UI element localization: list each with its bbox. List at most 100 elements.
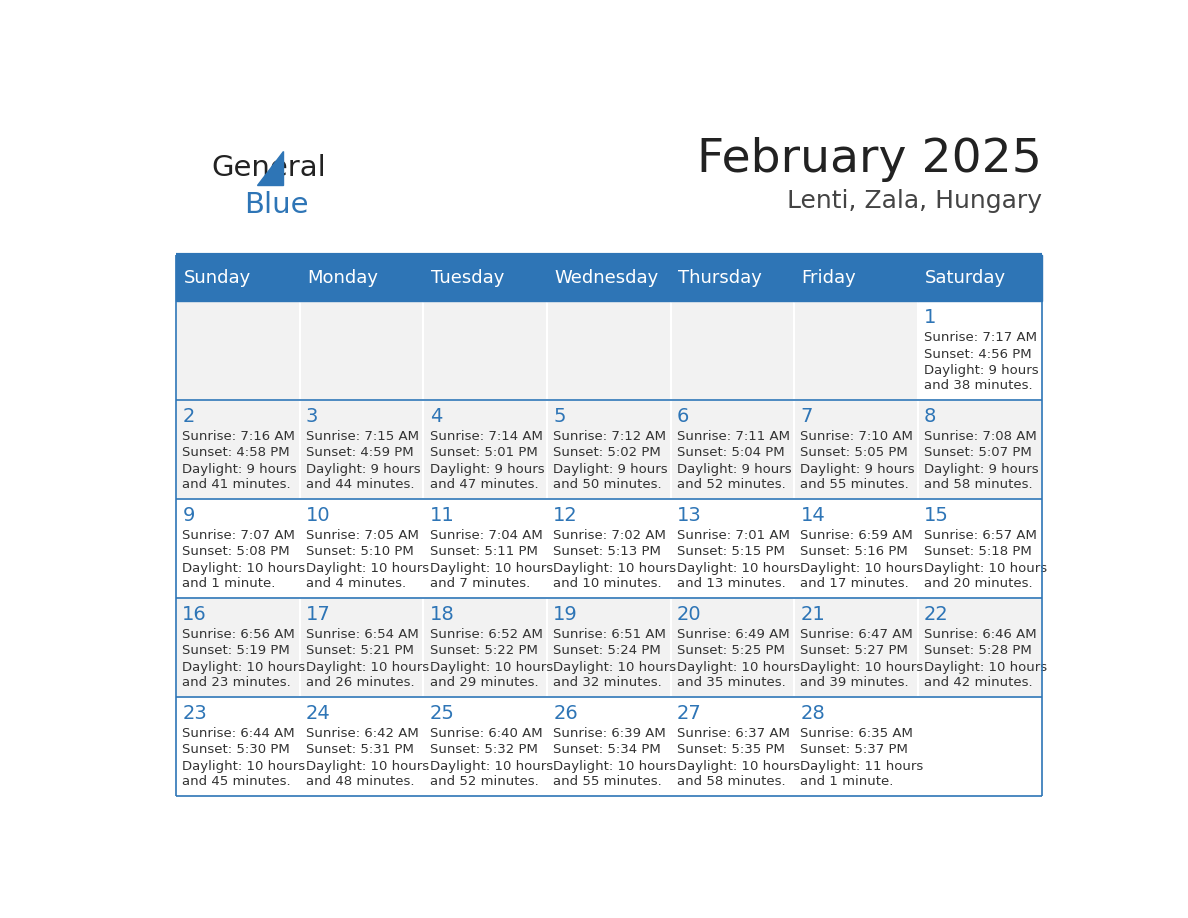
Text: 16: 16 <box>182 605 207 624</box>
FancyBboxPatch shape <box>423 498 546 598</box>
Text: Sunset: 5:32 PM: Sunset: 5:32 PM <box>430 744 537 756</box>
Text: Sunrise: 7:16 AM: Sunrise: 7:16 AM <box>182 430 295 442</box>
Text: Sunrise: 7:12 AM: Sunrise: 7:12 AM <box>554 430 666 442</box>
Text: Sunset: 5:34 PM: Sunset: 5:34 PM <box>554 744 661 756</box>
Text: 22: 22 <box>924 605 949 624</box>
Text: Sunrise: 6:57 AM: Sunrise: 6:57 AM <box>924 529 1037 542</box>
FancyBboxPatch shape <box>546 301 671 400</box>
Text: Daylight: 10 hours
and 10 minutes.: Daylight: 10 hours and 10 minutes. <box>554 562 676 590</box>
Text: 3: 3 <box>307 407 318 426</box>
Text: 24: 24 <box>307 704 330 722</box>
Text: Daylight: 10 hours
and 35 minutes.: Daylight: 10 hours and 35 minutes. <box>677 661 800 689</box>
Text: Sunrise: 6:59 AM: Sunrise: 6:59 AM <box>801 529 914 542</box>
FancyBboxPatch shape <box>671 400 795 498</box>
Text: Sunset: 5:28 PM: Sunset: 5:28 PM <box>924 644 1032 657</box>
Text: Sunset: 5:16 PM: Sunset: 5:16 PM <box>801 545 909 558</box>
Text: Sunset: 4:59 PM: Sunset: 4:59 PM <box>307 446 413 460</box>
Text: 21: 21 <box>801 605 826 624</box>
Text: Sunset: 5:22 PM: Sunset: 5:22 PM <box>430 644 537 657</box>
Text: Daylight: 10 hours
and 23 minutes.: Daylight: 10 hours and 23 minutes. <box>182 661 305 689</box>
Text: Sunrise: 6:39 AM: Sunrise: 6:39 AM <box>554 726 666 740</box>
Text: Sunrise: 6:42 AM: Sunrise: 6:42 AM <box>307 726 418 740</box>
FancyBboxPatch shape <box>299 301 423 400</box>
Text: Sunrise: 7:05 AM: Sunrise: 7:05 AM <box>307 529 419 542</box>
Text: Sunset: 5:15 PM: Sunset: 5:15 PM <box>677 545 785 558</box>
Text: Sunrise: 6:44 AM: Sunrise: 6:44 AM <box>182 726 295 740</box>
Text: Sunrise: 7:10 AM: Sunrise: 7:10 AM <box>801 430 914 442</box>
FancyBboxPatch shape <box>299 697 423 796</box>
FancyBboxPatch shape <box>671 255 795 301</box>
Text: Sunrise: 7:01 AM: Sunrise: 7:01 AM <box>677 529 790 542</box>
Text: 20: 20 <box>677 605 701 624</box>
Text: 27: 27 <box>677 704 702 722</box>
FancyBboxPatch shape <box>299 498 423 598</box>
Text: Sunset: 5:37 PM: Sunset: 5:37 PM <box>801 744 909 756</box>
FancyBboxPatch shape <box>299 598 423 697</box>
Text: Sunset: 5:11 PM: Sunset: 5:11 PM <box>430 545 537 558</box>
Text: 18: 18 <box>430 605 454 624</box>
Text: Daylight: 10 hours
and 7 minutes.: Daylight: 10 hours and 7 minutes. <box>430 562 552 590</box>
Text: Daylight: 9 hours
and 58 minutes.: Daylight: 9 hours and 58 minutes. <box>924 464 1038 491</box>
Text: Daylight: 9 hours
and 38 minutes.: Daylight: 9 hours and 38 minutes. <box>924 364 1038 392</box>
Text: Sunset: 5:07 PM: Sunset: 5:07 PM <box>924 446 1032 460</box>
FancyBboxPatch shape <box>795 301 918 400</box>
FancyBboxPatch shape <box>795 400 918 498</box>
FancyBboxPatch shape <box>671 301 795 400</box>
Text: Sunrise: 6:54 AM: Sunrise: 6:54 AM <box>307 628 418 641</box>
Text: 1: 1 <box>924 308 936 327</box>
FancyBboxPatch shape <box>546 697 671 796</box>
Text: Daylight: 10 hours
and 52 minutes.: Daylight: 10 hours and 52 minutes. <box>430 760 552 789</box>
FancyBboxPatch shape <box>671 697 795 796</box>
Text: 12: 12 <box>554 506 579 525</box>
Text: Sunset: 4:58 PM: Sunset: 4:58 PM <box>182 446 290 460</box>
Text: 14: 14 <box>801 506 826 525</box>
Text: Sunrise: 7:15 AM: Sunrise: 7:15 AM <box>307 430 419 442</box>
FancyBboxPatch shape <box>423 255 546 301</box>
Text: Daylight: 9 hours
and 47 minutes.: Daylight: 9 hours and 47 minutes. <box>430 464 544 491</box>
Text: Thursday: Thursday <box>678 269 762 287</box>
Text: Sunset: 5:10 PM: Sunset: 5:10 PM <box>307 545 413 558</box>
Text: 9: 9 <box>182 506 195 525</box>
Text: 8: 8 <box>924 407 936 426</box>
Text: 11: 11 <box>430 506 454 525</box>
Text: Sunrise: 6:47 AM: Sunrise: 6:47 AM <box>801 628 914 641</box>
FancyBboxPatch shape <box>795 255 918 301</box>
Text: 19: 19 <box>554 605 579 624</box>
Text: Daylight: 9 hours
and 41 minutes.: Daylight: 9 hours and 41 minutes. <box>182 464 297 491</box>
FancyBboxPatch shape <box>176 400 299 498</box>
Text: Sunday: Sunday <box>183 269 251 287</box>
Text: Sunrise: 6:51 AM: Sunrise: 6:51 AM <box>554 628 666 641</box>
FancyBboxPatch shape <box>546 255 671 301</box>
Text: Sunset: 5:24 PM: Sunset: 5:24 PM <box>554 644 661 657</box>
FancyBboxPatch shape <box>546 400 671 498</box>
FancyBboxPatch shape <box>671 498 795 598</box>
Text: Sunset: 5:31 PM: Sunset: 5:31 PM <box>307 744 413 756</box>
Text: Sunset: 4:56 PM: Sunset: 4:56 PM <box>924 348 1031 361</box>
FancyBboxPatch shape <box>176 255 299 301</box>
FancyBboxPatch shape <box>918 301 1042 400</box>
Text: Daylight: 10 hours
and 48 minutes.: Daylight: 10 hours and 48 minutes. <box>307 760 429 789</box>
Text: 10: 10 <box>307 506 330 525</box>
FancyBboxPatch shape <box>423 598 546 697</box>
Text: Sunset: 5:13 PM: Sunset: 5:13 PM <box>554 545 661 558</box>
Text: Daylight: 10 hours
and 58 minutes.: Daylight: 10 hours and 58 minutes. <box>677 760 800 789</box>
Text: Lenti, Zala, Hungary: Lenti, Zala, Hungary <box>786 189 1042 213</box>
Text: Sunrise: 6:40 AM: Sunrise: 6:40 AM <box>430 726 542 740</box>
Text: 4: 4 <box>430 407 442 426</box>
Text: Wednesday: Wednesday <box>555 269 658 287</box>
Text: 28: 28 <box>801 704 826 722</box>
Text: Daylight: 10 hours
and 55 minutes.: Daylight: 10 hours and 55 minutes. <box>554 760 676 789</box>
Text: 25: 25 <box>430 704 455 722</box>
Text: Sunrise: 6:35 AM: Sunrise: 6:35 AM <box>801 726 914 740</box>
Text: Sunrise: 6:49 AM: Sunrise: 6:49 AM <box>677 628 790 641</box>
Text: Sunset: 5:04 PM: Sunset: 5:04 PM <box>677 446 784 460</box>
Text: Sunrise: 6:52 AM: Sunrise: 6:52 AM <box>430 628 543 641</box>
Text: Sunrise: 7:08 AM: Sunrise: 7:08 AM <box>924 430 1037 442</box>
FancyBboxPatch shape <box>423 301 546 400</box>
Text: 6: 6 <box>677 407 689 426</box>
Text: 7: 7 <box>801 407 813 426</box>
Text: Daylight: 10 hours
and 45 minutes.: Daylight: 10 hours and 45 minutes. <box>182 760 305 789</box>
FancyBboxPatch shape <box>918 400 1042 498</box>
Text: Sunrise: 7:02 AM: Sunrise: 7:02 AM <box>554 529 666 542</box>
FancyBboxPatch shape <box>176 498 299 598</box>
